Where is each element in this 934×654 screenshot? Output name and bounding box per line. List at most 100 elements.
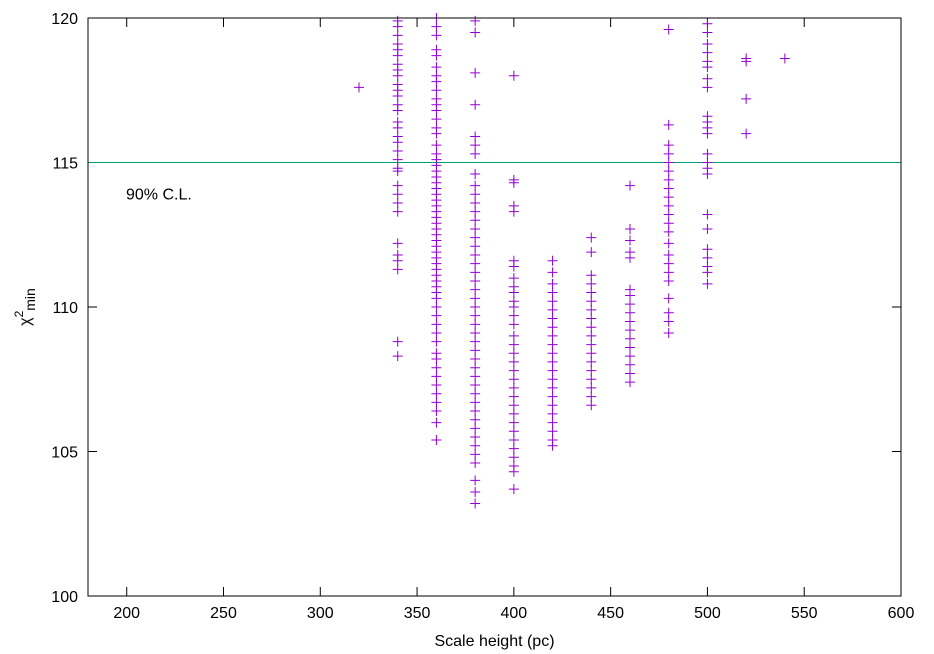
x-tick-labels: 200 250 300 350 400 450 500 550 600 [113, 605, 914, 622]
data-point [741, 56, 752, 67]
data-point [392, 238, 403, 249]
data-point [702, 47, 713, 58]
data-point [470, 397, 481, 408]
x-tick-label: 550 [791, 605, 818, 622]
data-point [508, 302, 519, 312]
data-point [586, 232, 597, 243]
data-point [663, 166, 674, 177]
data-point [392, 145, 403, 156]
data-point [470, 388, 481, 399]
data-point [470, 249, 481, 260]
data-point [470, 206, 481, 217]
data-point [508, 356, 519, 367]
data-point [547, 296, 558, 307]
data-point [663, 140, 674, 151]
data-point [663, 249, 674, 260]
data-point [586, 330, 597, 341]
data-point [702, 148, 713, 159]
data-point [663, 200, 674, 211]
data-point [470, 215, 481, 226]
data-point [470, 197, 481, 208]
data-point [663, 267, 674, 278]
data-point [508, 310, 519, 321]
data-point [392, 91, 403, 102]
data-point [625, 342, 635, 353]
data-point [470, 258, 481, 269]
data-point [547, 255, 558, 266]
data-point [625, 299, 635, 310]
data-point [508, 177, 519, 188]
data-point [470, 414, 481, 425]
y-axis-label-sub: min [22, 288, 38, 311]
data-point [392, 105, 403, 116]
data-point [470, 189, 481, 200]
data-point [470, 232, 481, 243]
data-point [663, 258, 674, 269]
data-point [470, 267, 481, 278]
data-point [702, 18, 713, 29]
data-point [431, 85, 442, 96]
data-point [392, 336, 403, 347]
data-point [547, 374, 558, 385]
data-point [702, 278, 713, 289]
y-axis-label-sup: 2 [12, 310, 26, 317]
data-point [470, 284, 481, 295]
data-point [663, 316, 674, 327]
data-point [431, 310, 442, 321]
data-point [470, 148, 481, 159]
data-point [702, 209, 713, 220]
data-point [431, 128, 442, 139]
data-point [663, 209, 674, 220]
data-point [508, 400, 519, 411]
data-point [508, 434, 519, 445]
data-point [547, 382, 558, 393]
data-point [663, 183, 674, 194]
data-point [586, 313, 597, 324]
data-point [586, 374, 597, 385]
data-point [470, 406, 481, 417]
data-point [663, 238, 674, 249]
data-point [625, 223, 635, 234]
data-point [625, 333, 635, 344]
data-point [392, 189, 403, 200]
data-point [586, 287, 597, 298]
x-tick-label: 450 [597, 605, 624, 622]
data-point [625, 290, 635, 301]
data-point [547, 322, 558, 333]
data-point [547, 304, 558, 315]
data-point [702, 244, 713, 255]
data-point [508, 365, 519, 376]
data-point [392, 351, 403, 362]
data-point [392, 166, 403, 177]
data-point [663, 119, 674, 130]
data-point [431, 50, 442, 61]
x-tick-label: 250 [210, 605, 237, 622]
data-point [508, 206, 519, 217]
data-point [470, 432, 481, 443]
data-point [508, 452, 519, 463]
data-point [431, 114, 442, 125]
data-point [547, 440, 558, 451]
data-point [547, 365, 558, 376]
data-point [431, 434, 442, 445]
data-point [547, 267, 558, 278]
data-point [625, 235, 635, 246]
data-point [470, 362, 481, 373]
data-point [702, 267, 713, 278]
data-point [431, 140, 442, 151]
data-point [354, 82, 364, 93]
data-point [508, 426, 519, 437]
data-point [625, 351, 635, 362]
y-tick-label: 100 [51, 589, 78, 606]
data-point [547, 278, 558, 289]
data-point [470, 180, 481, 191]
data-point [625, 307, 635, 318]
data-point [470, 27, 481, 38]
data-point [508, 443, 519, 454]
y-tick-label: 110 [52, 300, 78, 317]
data-point [625, 252, 635, 263]
data-point [470, 354, 481, 365]
data-point [663, 148, 674, 159]
data-point [431, 105, 442, 116]
